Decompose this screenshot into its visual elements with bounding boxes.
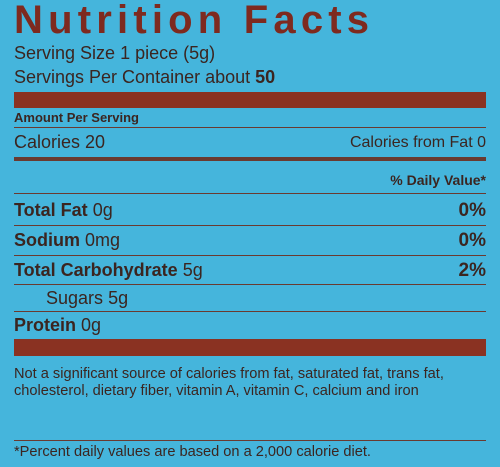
nutrient-name: Sugars [46,288,104,308]
rule [14,440,486,441]
nutrient-amount: 0g [81,315,102,335]
nutrient-amount: 5g [182,260,203,280]
title: Nutrition Facts [14,0,375,42]
nutrient-row: Sugars 5g [46,288,128,309]
daily-value-header: % Daily Value* [390,172,486,188]
serving-size: Serving Size 1 piece (5g) [14,43,215,64]
nutrient-row: Total Fat 0g [14,200,113,221]
rule [14,255,486,256]
nutrient-dv: 2% [458,260,486,281]
calories-from-fat: Calories from Fat 0 [350,134,486,152]
rule [14,284,486,285]
nutrient-amount: 0g [92,200,113,220]
footnote: *Percent daily values are based on a 2,0… [14,444,371,460]
calories-value: 20 [85,132,106,152]
nutrient-row: Sodium 0mg [14,230,120,251]
calories-from-fat-value: 0 [477,134,486,151]
serving-size-label: Serving Size [14,43,116,63]
rule [14,311,486,312]
nutrient-name: Protein [14,315,77,335]
rule [14,157,486,161]
thick-bar [14,339,486,356]
servings-value: 50 [255,67,276,87]
amount-per-serving: Amount Per Serving [14,110,139,125]
rule [14,193,486,194]
nutrient-name: Sodium [14,230,80,250]
servings-per-container: Servings Per Container about 50 [14,67,275,88]
nutrient-dv: 0% [458,200,486,221]
thick-bar [14,92,486,108]
calories-label: Calories [14,132,81,152]
calories-from-fat-label: Calories from Fat [349,134,473,151]
serving-size-value: 1 piece (5g) [120,43,216,63]
rule [14,127,486,128]
note: Not a significant source of calories fro… [14,366,444,399]
nutrient-name: Total Carbohydrate [14,260,178,280]
calories: Calories 20 [14,132,105,153]
nutrient-amount: 0mg [85,230,121,250]
nutrient-amount: 5g [108,288,129,308]
nutrient-name: Total Fat [14,200,88,220]
servings-label: Servings Per Container about [14,67,251,87]
rule [14,225,486,226]
nutrient-row: Protein 0g [14,315,101,336]
nutrient-dv: 0% [458,230,486,251]
nutrient-row: Total Carbohydrate 5g [14,260,203,281]
